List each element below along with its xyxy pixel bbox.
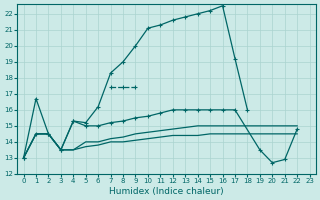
- X-axis label: Humidex (Indice chaleur): Humidex (Indice chaleur): [109, 187, 224, 196]
